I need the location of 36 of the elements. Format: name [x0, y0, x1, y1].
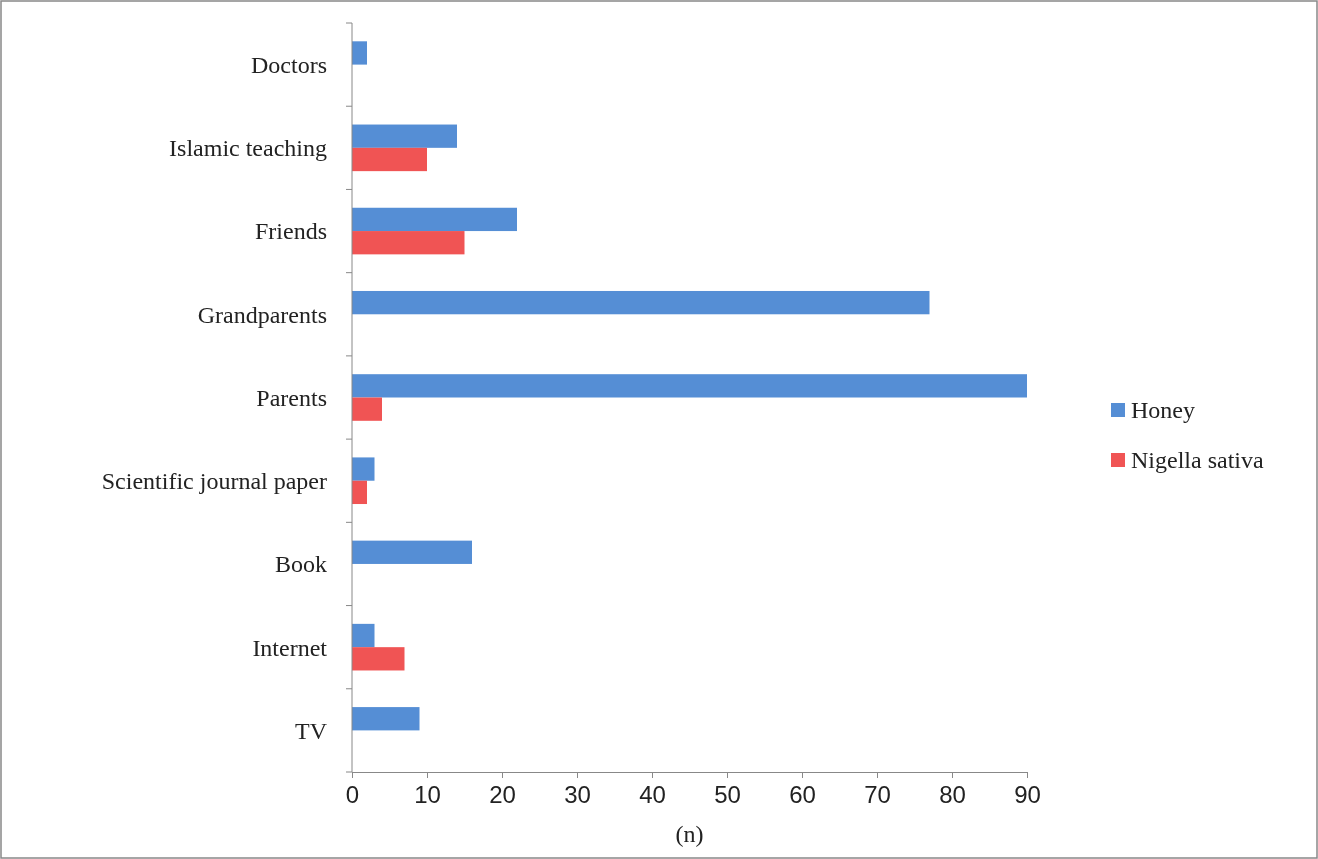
y-tick-label: Grandparents	[197, 301, 327, 328]
x-tick-label: 80	[939, 780, 966, 808]
y-tick-label: Parents	[256, 384, 327, 411]
y-tick-label: Friends	[255, 218, 327, 245]
bar	[352, 231, 465, 255]
bar	[352, 457, 375, 481]
legend-label: Honey	[1131, 397, 1195, 424]
y-tick-label: Internet	[252, 634, 328, 661]
x-tick-label: 90	[1014, 780, 1041, 808]
x-tick-label: 10	[414, 780, 441, 808]
legend-label: Nigella sativa	[1131, 447, 1264, 474]
x-tick-label: 60	[789, 780, 816, 808]
bar	[352, 41, 367, 65]
bar	[352, 124, 457, 148]
x-tick-label: 70	[864, 780, 891, 808]
y-tick-label: TV	[295, 717, 328, 744]
y-tick-label: Doctors	[251, 52, 327, 79]
bar	[352, 540, 472, 564]
bar	[352, 480, 367, 505]
x-tick-label: 0	[345, 780, 360, 808]
x-axis-title: (n)	[675, 821, 704, 847]
x-tick-label: 40	[639, 780, 666, 808]
y-tick-label: Scientific journal paper	[101, 468, 327, 495]
y-tick-label: Book	[274, 551, 327, 578]
bar	[352, 207, 517, 232]
bar	[352, 647, 405, 671]
bar	[352, 147, 427, 172]
bar	[352, 623, 375, 648]
bar	[352, 707, 420, 731]
x-tick-label: 30	[564, 780, 591, 808]
x-tick-label: 20	[489, 780, 516, 808]
bar	[352, 397, 382, 421]
bar	[352, 374, 1027, 398]
bar	[352, 290, 930, 315]
x-tick-label: 50	[714, 780, 741, 808]
y-tick-label: Islamic teaching	[169, 135, 327, 162]
